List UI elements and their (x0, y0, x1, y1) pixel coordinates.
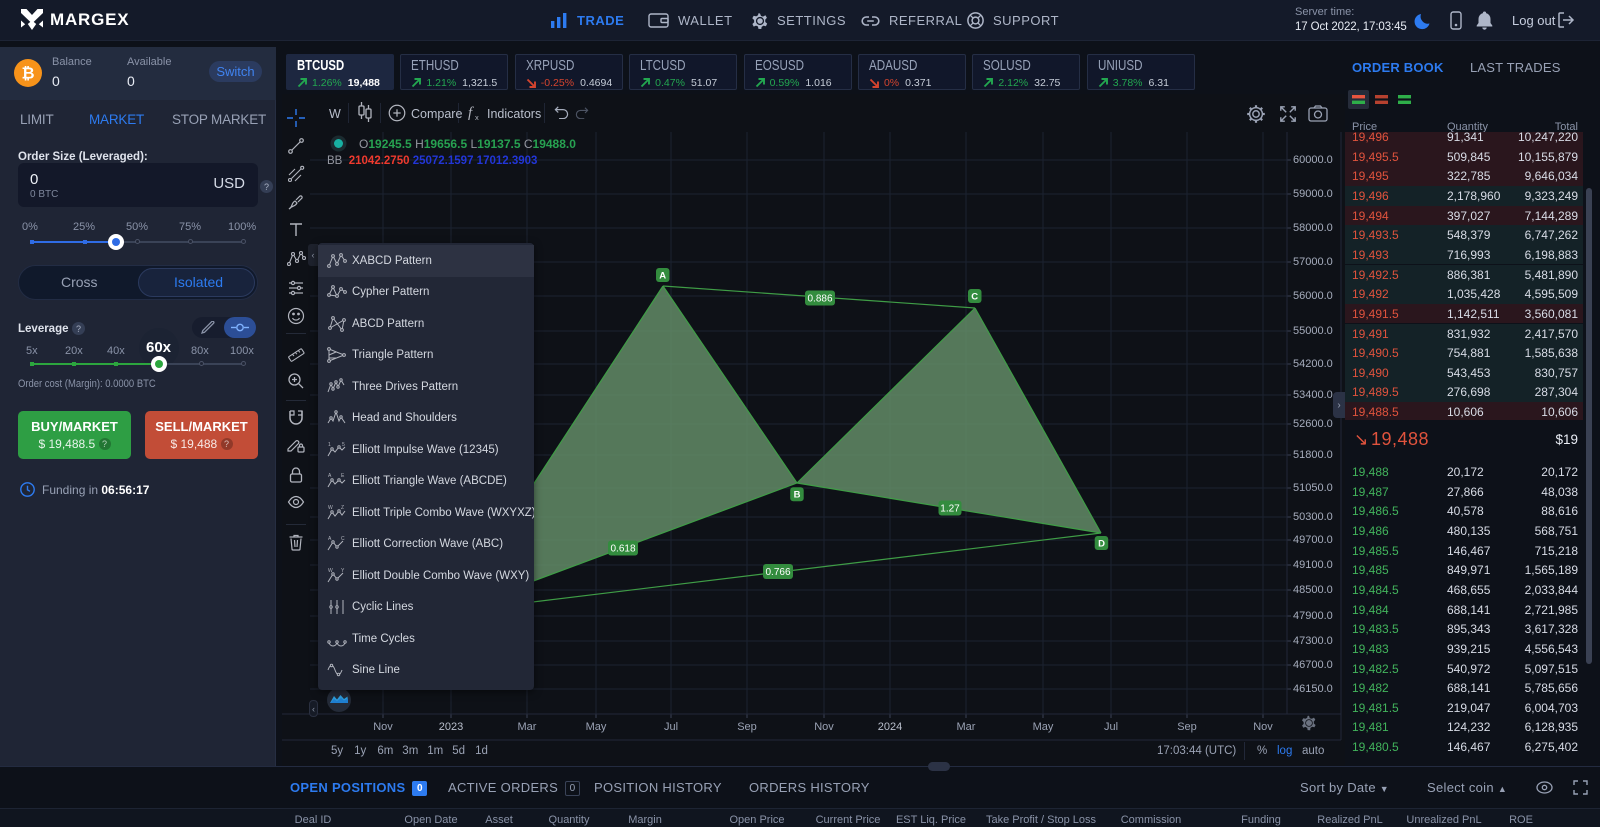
svg-text:x: x (475, 113, 479, 122)
svg-text:0.886: 0.886 (807, 294, 832, 305)
svg-text:₿: ₿ (21, 65, 34, 83)
svg-text:W: W (328, 505, 333, 511)
svg-text:C: C (341, 536, 345, 542)
svg-text:0.618: 0.618 (610, 544, 635, 555)
svg-text:A: A (659, 270, 666, 281)
svg-text:A: A (328, 536, 332, 542)
svg-text:W: W (328, 568, 333, 574)
svg-text:Z: Z (341, 505, 344, 511)
svg-text:B: B (794, 490, 801, 501)
svg-text:C: C (971, 291, 978, 302)
svg-text:5: 5 (342, 442, 345, 448)
svg-text:E: E (341, 473, 345, 479)
svg-text:1.27: 1.27 (940, 504, 960, 515)
svg-text:f: f (468, 105, 474, 121)
svg-text:1: 1 (328, 442, 331, 448)
svg-text:A: A (328, 473, 332, 479)
svg-text:0.766: 0.766 (765, 567, 790, 578)
svg-text:D: D (1098, 538, 1105, 549)
svg-text:Y: Y (341, 568, 345, 574)
